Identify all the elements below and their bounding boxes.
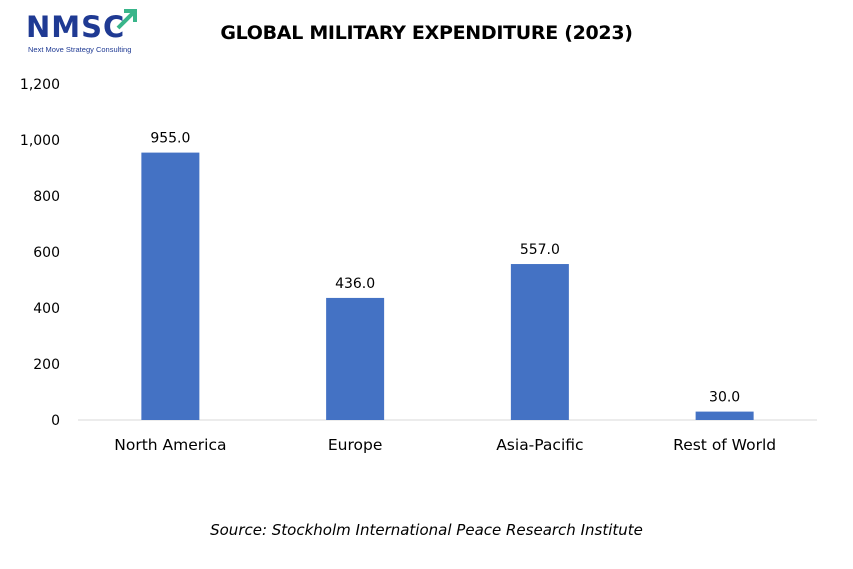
bar bbox=[510, 264, 569, 420]
bar bbox=[141, 152, 200, 420]
x-tick-label: Europe bbox=[328, 436, 383, 454]
y-tick-label: 1,200 bbox=[20, 77, 60, 93]
brand-logo: NMSC Next Move Strategy Consulting bbox=[18, 8, 148, 58]
arrow-icon bbox=[116, 9, 137, 30]
chart-title: GLOBAL MILITARY EXPENDITURE (2023) bbox=[220, 22, 633, 44]
data-label: 30.0 bbox=[709, 390, 740, 406]
bar-chart: 0 200 400 600 800 1,000 1,200 955.0 North Americ… bbox=[20, 77, 817, 454]
y-tick-label: 800 bbox=[33, 189, 60, 205]
data-label: 436.0 bbox=[335, 276, 375, 292]
y-tick-label: 600 bbox=[33, 245, 60, 261]
logo-wordmark: NMSC bbox=[26, 10, 126, 44]
y-tick-label: 200 bbox=[33, 357, 60, 373]
y-tick-label: 400 bbox=[33, 301, 60, 317]
source-note: Source: Stockholm International Peace Re… bbox=[210, 521, 643, 539]
x-tick-label: North America bbox=[114, 436, 226, 454]
logo-tagline: Next Move Strategy Consulting bbox=[28, 45, 132, 54]
bar bbox=[326, 297, 385, 420]
y-tick-label: 0 bbox=[51, 413, 60, 429]
bar bbox=[695, 411, 754, 420]
x-tick-label: Asia-Pacific bbox=[496, 436, 583, 454]
data-label: 557.0 bbox=[520, 242, 560, 258]
x-tick-label: Rest of World bbox=[673, 436, 776, 454]
y-tick-label: 1,000 bbox=[20, 133, 60, 149]
data-label: 955.0 bbox=[150, 131, 190, 147]
